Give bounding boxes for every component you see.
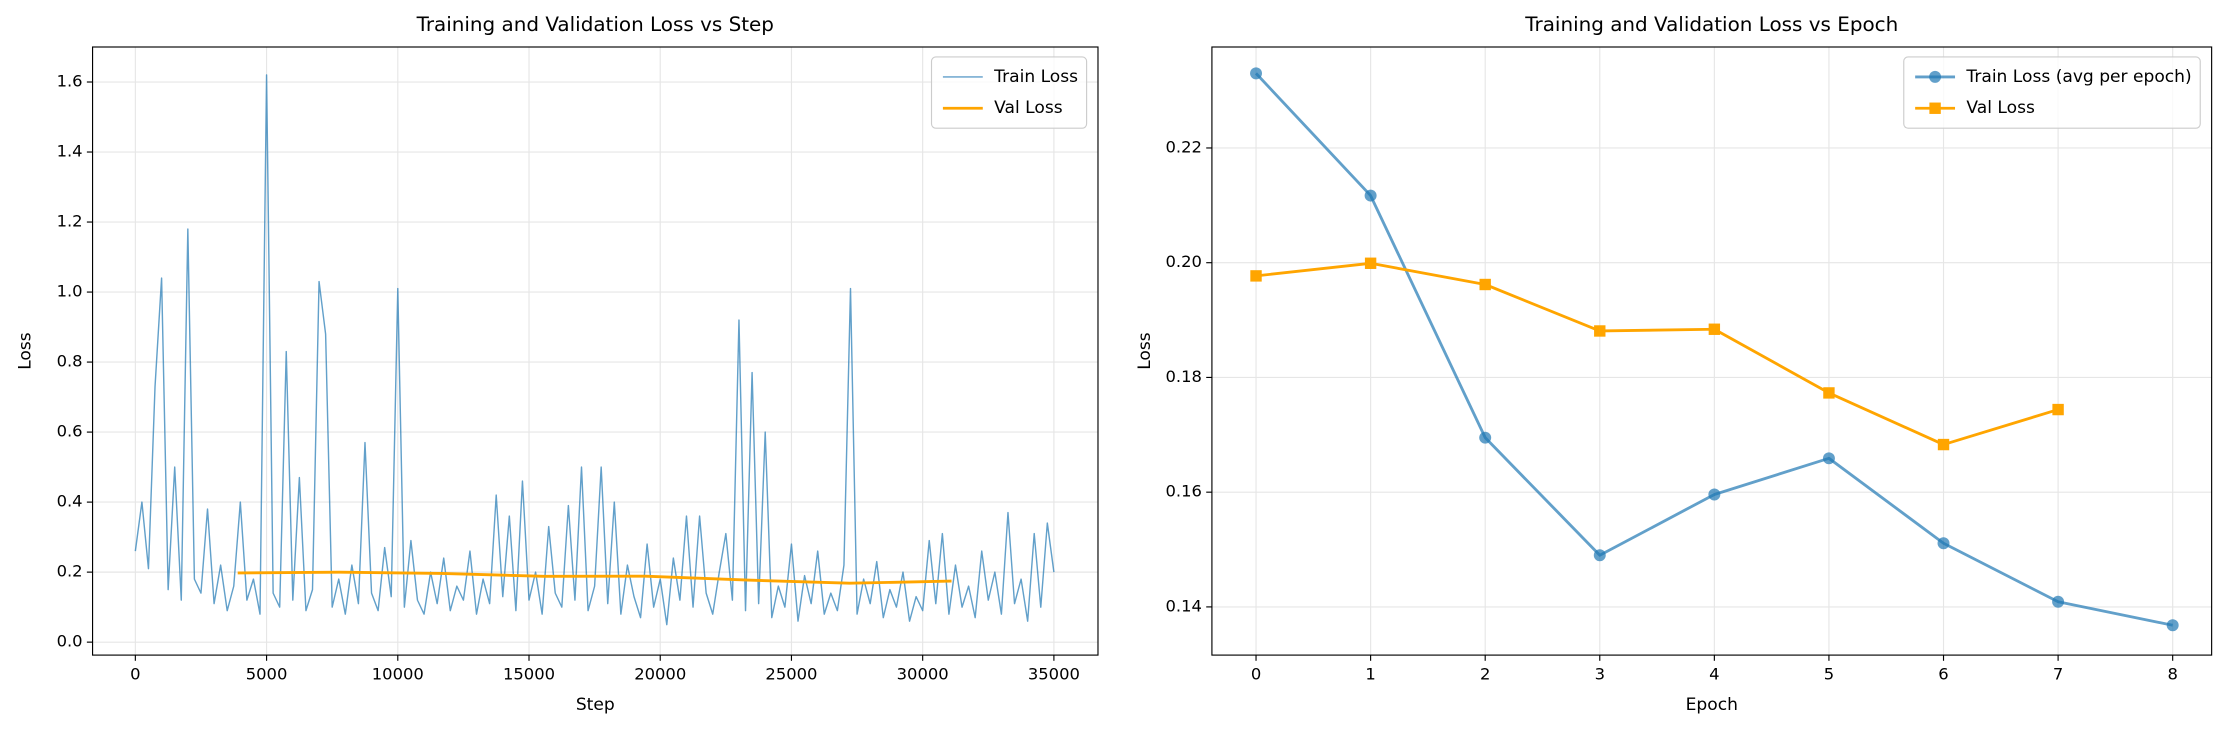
chart-title: Training and Validation Loss vs Step bbox=[416, 13, 774, 36]
x-tick-label: 20000 bbox=[634, 665, 686, 684]
y-tick-label: 0.20 bbox=[1166, 252, 1202, 271]
y-tick-label: 0.2 bbox=[57, 562, 83, 581]
marker bbox=[1929, 102, 1941, 114]
y-tick-label: 0.0 bbox=[57, 632, 83, 651]
marker bbox=[1937, 438, 1950, 451]
marker bbox=[1929, 70, 1942, 83]
x-tick-label: 15000 bbox=[503, 665, 555, 684]
y-tick-label: 1.2 bbox=[57, 212, 83, 231]
marker bbox=[1594, 325, 1606, 337]
y-tick-label: 0.6 bbox=[57, 422, 83, 441]
y-tick-label: 0.4 bbox=[57, 492, 83, 511]
marker bbox=[1364, 257, 1377, 269]
legend: Train Loss (avg per epoch) Val Loss bbox=[1903, 56, 2201, 129]
marker bbox=[1479, 278, 1491, 291]
line bbox=[134, 74, 1055, 626]
x-tick-label: 1 bbox=[1365, 665, 1375, 684]
x-tick-label: 0 bbox=[130, 665, 140, 684]
y-tick-label: 0.16 bbox=[1166, 482, 1202, 501]
legend-box bbox=[1903, 56, 2201, 129]
x-tick-label: 30000 bbox=[897, 665, 949, 684]
chart-title: Training and Validation Loss vs Epoch bbox=[1524, 13, 1898, 36]
y-tick-label: 0.22 bbox=[1166, 137, 1202, 156]
x-tick-label: 7 bbox=[2053, 665, 2063, 684]
axes-frame bbox=[1211, 46, 2213, 656]
x-tick-label: 2 bbox=[1480, 665, 1490, 684]
x-axis-label: Epoch bbox=[1686, 695, 1738, 715]
x-tick-label: 5 bbox=[1824, 665, 1834, 684]
marker bbox=[1823, 387, 1835, 399]
marker bbox=[1593, 549, 1606, 562]
marker bbox=[1364, 189, 1377, 202]
marker bbox=[1479, 431, 1492, 444]
y-tick-label: 1.4 bbox=[57, 142, 83, 161]
x-tick-label: 5000 bbox=[246, 665, 288, 684]
marker bbox=[1937, 537, 1950, 550]
x-tick-label: 35000 bbox=[1028, 665, 1080, 684]
x-tick-label: 25000 bbox=[765, 665, 817, 684]
x-tick-label: 6 bbox=[1938, 665, 1948, 684]
y-axis-label: Loss bbox=[1135, 332, 1155, 370]
x-tick-label: 10000 bbox=[372, 665, 424, 684]
x-axis-label: Step bbox=[576, 695, 615, 715]
marker bbox=[2166, 619, 2179, 632]
line bbox=[1255, 261, 2059, 446]
x-tick-label: 8 bbox=[2167, 665, 2177, 684]
y-tick-label: 0.18 bbox=[1166, 367, 1202, 386]
legend: Train Loss Val Loss bbox=[930, 56, 1088, 129]
y-tick-label: 1.0 bbox=[57, 282, 83, 301]
y-tick-label: 1.6 bbox=[57, 72, 83, 91]
y-axis-label: Loss bbox=[16, 332, 36, 370]
x-tick-label: 3 bbox=[1595, 665, 1605, 684]
y-tick-label: 0.14 bbox=[1166, 596, 1202, 615]
legend-label: Val Loss bbox=[994, 98, 1063, 118]
legend-label: Val Loss bbox=[1966, 98, 2035, 118]
marker bbox=[2052, 595, 2065, 608]
y-tick-label: 0.8 bbox=[57, 352, 83, 371]
marker bbox=[2052, 403, 2064, 416]
marker bbox=[1250, 67, 1263, 80]
x-tick-label: 4 bbox=[1709, 665, 1719, 684]
legend-label: Train Loss (avg per epoch) bbox=[1965, 67, 2191, 87]
marker bbox=[1708, 488, 1721, 501]
marker bbox=[1250, 270, 1262, 282]
marker bbox=[1708, 323, 1721, 335]
legend-label: Train Loss bbox=[993, 67, 1078, 87]
line bbox=[237, 570, 952, 585]
legend-box bbox=[930, 56, 1088, 129]
axes-frame bbox=[91, 46, 1099, 656]
marker bbox=[1822, 452, 1835, 465]
x-tick-label: 0 bbox=[1251, 665, 1261, 684]
